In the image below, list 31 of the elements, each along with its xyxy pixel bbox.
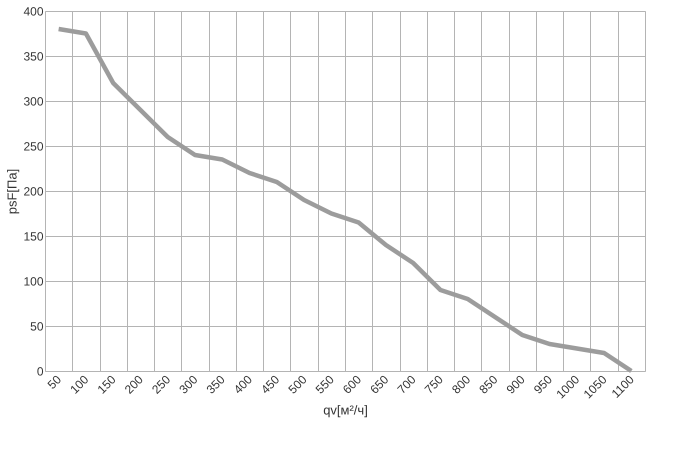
x-tick-label: 800 <box>449 372 474 397</box>
line-series <box>56 26 634 374</box>
x-tick-label: 100 <box>67 372 92 397</box>
x-axis-title: qv[м²/ч] <box>323 402 368 418</box>
x-tick-label: 50 <box>44 372 64 392</box>
x-tick-label: 650 <box>367 372 392 397</box>
x-tick-label: 900 <box>504 372 528 397</box>
y-tick-label: 250 <box>23 140 44 154</box>
y-tick-label: 350 <box>23 50 44 64</box>
y-tick-label: 200 <box>23 184 44 198</box>
x-tick-label: 550 <box>312 372 338 397</box>
x-tick-label: 150 <box>94 372 119 397</box>
x-tick-label: 450 <box>258 372 282 397</box>
y-tick-label: 100 <box>23 274 44 288</box>
x-tick-label: 600 <box>340 372 364 397</box>
x-tick-label: 200 <box>122 372 146 397</box>
x-tick-label: 700 <box>394 372 419 397</box>
x-tick-label: 500 <box>285 372 310 397</box>
x-tick-label: 850 <box>476 372 501 397</box>
y-tick-label: 400 <box>23 4 44 18</box>
x-tick-label: 950 <box>530 372 556 397</box>
y-tick-label: 0 <box>36 364 44 378</box>
x-tick-label: 250 <box>149 372 174 397</box>
y-tick-label: 50 <box>30 320 44 334</box>
y-tick-label: 150 <box>23 230 44 244</box>
y-axis-title: psF[Па] <box>4 168 20 214</box>
x-tick-label: 300 <box>176 372 201 397</box>
y-tick-label: 300 <box>23 94 44 108</box>
x-tick-label: 750 <box>422 372 446 397</box>
x-tick-label: 400 <box>230 372 256 397</box>
x-tick-label: 350 <box>204 372 228 397</box>
